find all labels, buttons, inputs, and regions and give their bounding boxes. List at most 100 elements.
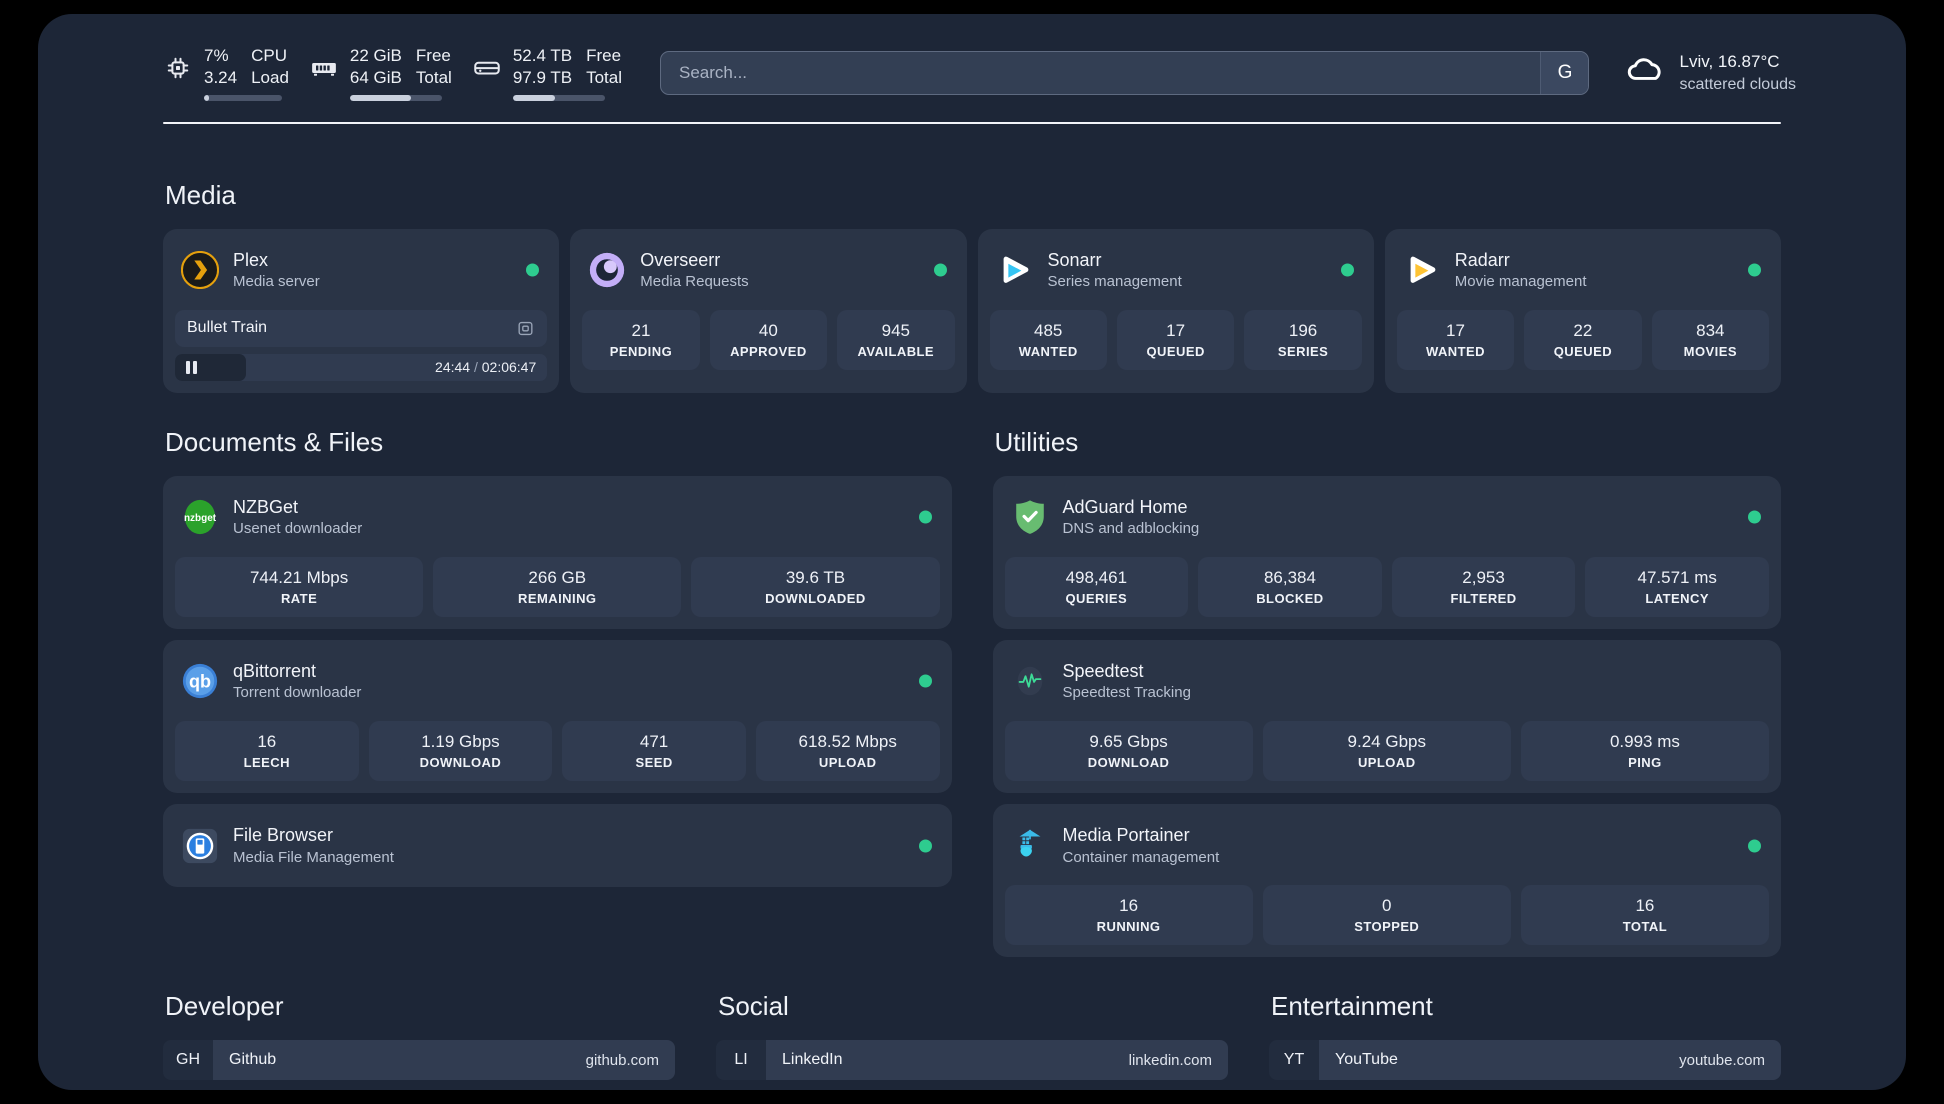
service-name: Speedtest: [1062, 661, 1144, 682]
documents-card-list: nzbget NZBGet Usenet downloader 744.21 Mbps…: [163, 475, 952, 888]
service-card-nzbget[interactable]: nzbget NZBGet Usenet downloader 744.21 Mbps…: [163, 475, 952, 630]
stat-label: QUEUED: [1553, 344, 1613, 360]
service-card-header: AdGuard Home DNS and adblocking: [1005, 488, 1770, 547]
bookmark-item-github[interactable]: GH Github github.com: [163, 1040, 675, 1081]
stat-label: DOWNLOAD: [419, 755, 502, 771]
hardware-value-top: 7%: [204, 46, 229, 66]
stat-leech: 16 LEECH: [175, 720, 359, 782]
hardware-value-top: 52.4 TB: [512, 46, 573, 66]
filebrowser-icon: [181, 827, 219, 865]
service-card-sonarr[interactable]: Sonarr Series management 485 WANTED 17 QUEUED…: [977, 229, 1374, 393]
plex-icon: [181, 251, 219, 290]
stat-value: 0: [1382, 896, 1392, 916]
stat-value: 16: [1119, 896, 1139, 916]
search-box[interactable]: G: [659, 51, 1590, 95]
stat-value: 485: [1034, 320, 1063, 340]
service-subtitle: Container management: [1062, 848, 1220, 866]
hardware-value-bottom: 64 GiB: [349, 68, 402, 87]
bookmarks-area: DeveloperGHGithubgithub.comSOStackOverfl…: [163, 991, 1781, 1090]
time-separator: /: [473, 359, 478, 376]
hardware-labels: Free Total: [586, 45, 622, 89]
service-card-file-browser[interactable]: File Browser Media File Management: [163, 804, 952, 888]
bookmark-name: LinkedIn: [782, 1051, 843, 1069]
service-name: File Browser: [233, 825, 334, 846]
service-name: Overseerr: [640, 250, 721, 270]
service-card-speedtest[interactable]: Speedtest Speedtest Tracking 9.65 Gbps DOWN…: [992, 640, 1781, 794]
status-indicator-online: [1340, 263, 1354, 277]
service-card-header: Sonarr Series management: [990, 241, 1362, 300]
service-card-media-portainer[interactable]: Media Portainer Container management 16 RUN…: [992, 804, 1781, 958]
speedtest-icon: [1011, 662, 1049, 700]
svg-text:qb: qb: [189, 672, 211, 692]
stat-value: 2,953: [1462, 567, 1505, 587]
stat-value: 86,384: [1263, 567, 1316, 587]
stat-value: 47.571 ms: [1637, 567, 1717, 587]
cast-icon[interactable]: [516, 319, 535, 338]
stat-downloaded: 39.6 TB DOWNLOADED: [691, 556, 940, 618]
duration-time: 02:06:47: [481, 359, 537, 376]
status-indicator-online: [1748, 510, 1761, 524]
portainer-icon: [1011, 827, 1049, 865]
service-card-overseerr[interactable]: Overseerr Media Requests 21 PENDING 40 APPROV…: [570, 229, 967, 393]
service-subtitle: Series management: [1047, 273, 1182, 291]
bookmark-group-title: Developer: [165, 991, 284, 1022]
service-name: Sonarr: [1047, 250, 1102, 270]
service-card-header: Media Portainer Container management: [1005, 816, 1770, 875]
stat-value: 196: [1288, 320, 1318, 340]
bookmark-body: Github github.com: [213, 1040, 675, 1081]
service-card-plex[interactable]: Plex Media server Bullet Train 24:44 / 02:0…: [163, 229, 560, 393]
service-card-radarr[interactable]: Radarr Movie management 17 WANTED 22 QUEUED 83…: [1384, 229, 1781, 393]
stat-download: 9.65 Gbps DOWNLOAD: [1004, 720, 1253, 782]
stat-rate: 744.21 Mbps RATE: [175, 556, 424, 618]
bookmark-name: Github: [229, 1051, 277, 1069]
stat-queued: 17 QUEUED: [1116, 309, 1235, 371]
stat-value: 834: [1696, 320, 1725, 340]
stat-label: UPLOAD: [818, 755, 877, 771]
stat-value: 1.19 Gbps: [421, 731, 500, 751]
bookmark-item-linkedin[interactable]: LI LinkedIn linkedin.com: [716, 1040, 1228, 1081]
stat-value: 744.21 Mbps: [249, 567, 349, 587]
now-playing-time: 24:44 / 02:06:47: [435, 359, 536, 375]
hardware-usage-bar: [512, 94, 605, 101]
service-stats: 16 RUNNING 0 STOPPED 16 TOTAL: [1004, 885, 1770, 946]
stat-label: AVAILABLE: [857, 344, 935, 360]
service-card-header: File Browser Media File Management: [175, 816, 940, 875]
stat-value: 17: [1166, 320, 1186, 340]
search-input[interactable]: [660, 52, 1541, 94]
search-engine-button[interactable]: G: [1540, 52, 1589, 94]
stat-stopped: 0 STOPPED: [1262, 885, 1511, 946]
service-card-adguard-home[interactable]: AdGuard Home DNS and adblocking 498,461 QUE…: [992, 475, 1781, 630]
service-card-header: Overseerr Media Requests: [582, 241, 954, 300]
service-stats: 498,461 QUERIES 86,384 BLOCKED 2,953 FILTERED…: [1004, 556, 1769, 618]
service-subtitle: Media Requests: [640, 273, 749, 291]
stat-remaining: 266 GB REMAINING: [433, 556, 682, 618]
service-card-qbittorrent[interactable]: qb qBittorrent Torrent downloader 16 LEECH 1.…: [163, 640, 952, 794]
service-card-header: Speedtest Speedtest Tracking: [1005, 652, 1770, 711]
stat-label: FILTERED: [1450, 591, 1517, 607]
service-subtitle: Usenet downloader: [233, 520, 363, 538]
stat-available: 945 AVAILABLE: [837, 309, 955, 371]
stat-label: LATENCY: [1645, 591, 1709, 607]
bookmark-item-youtube[interactable]: YT YouTube youtube.com: [1269, 1040, 1781, 1081]
stat-label: STOPPED: [1354, 919, 1420, 935]
hardware-value-bottom: 3.24: [204, 68, 238, 87]
nzbget-icon: nzbget: [181, 498, 219, 536]
stat-running: 16 RUNNING: [1004, 885, 1253, 946]
service-name: Radarr: [1454, 250, 1510, 270]
now-playing-row: Bullet Train: [175, 309, 548, 347]
hardware-label-top: Free: [415, 46, 451, 66]
service-name: Plex: [233, 250, 269, 270]
bookmark-url: github.com: [585, 1051, 659, 1069]
stat-filtered: 2,953 FILTERED: [1391, 556, 1576, 618]
pause-icon[interactable]: [186, 360, 197, 374]
service-card-header: Plex Media server: [175, 241, 547, 300]
elapsed-time: 24:44: [435, 359, 471, 376]
service-name: Media Portainer: [1062, 825, 1190, 846]
svg-text:nzbget: nzbget: [184, 513, 217, 524]
qbittorrent-icon: qb: [181, 662, 219, 700]
header-divider: [163, 122, 1781, 124]
now-playing-progress-bar[interactable]: 24:44 / 02:06:47: [175, 353, 548, 381]
stat-label: DOWNLOAD: [1087, 755, 1170, 771]
stat-label: PENDING: [609, 344, 673, 360]
service-stats: 9.65 Gbps DOWNLOAD 9.24 Gbps UPLOAD 0.993 ms…: [1004, 720, 1770, 782]
